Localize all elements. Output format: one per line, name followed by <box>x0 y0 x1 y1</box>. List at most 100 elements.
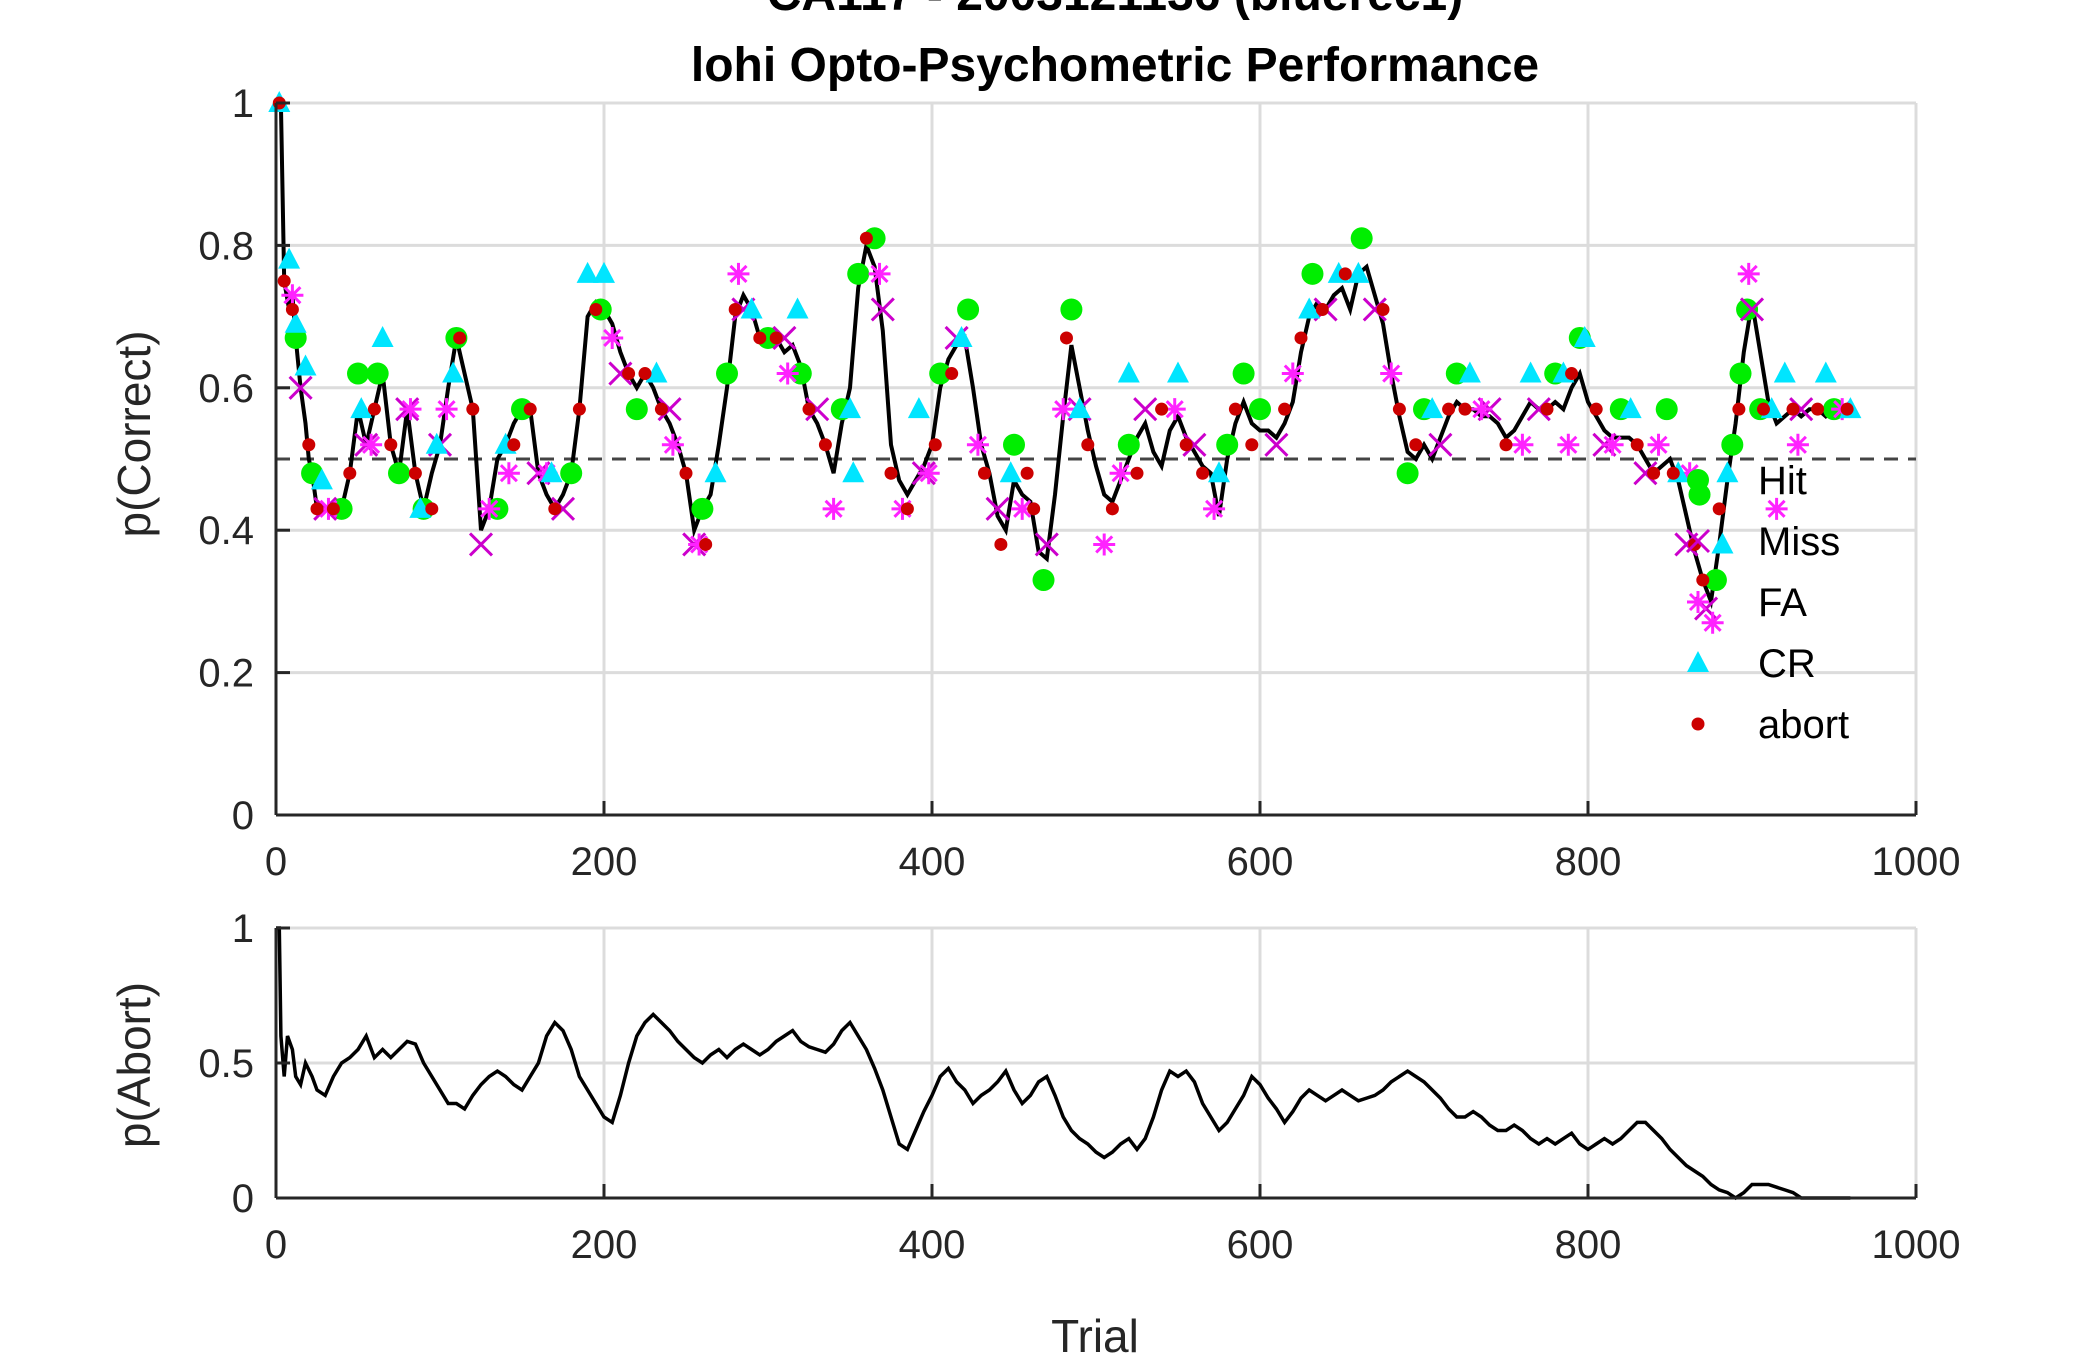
cr-marker <box>350 397 373 419</box>
hit-marker <box>1729 362 1752 385</box>
cr-marker <box>950 325 973 347</box>
abort-marker <box>466 402 480 416</box>
abort-marker <box>1155 402 1169 416</box>
hit-marker <box>560 462 583 485</box>
cr-marker <box>310 468 333 490</box>
abort-marker <box>1376 302 1390 316</box>
x-tick-label: 1000 <box>1872 840 1961 884</box>
hit-marker <box>366 362 389 385</box>
chart-title-line2: lohi Opto-Psychometric Performance <box>691 39 1539 92</box>
abort-marker <box>1130 466 1144 480</box>
miss-marker <box>468 532 494 557</box>
x-axis-label: Trial <box>1051 1310 1139 1362</box>
fa-marker <box>478 497 501 520</box>
miss-marker <box>288 375 313 400</box>
abort-marker <box>1409 438 1423 452</box>
hit-marker <box>1249 398 1271 421</box>
cr-marker <box>284 311 307 333</box>
abort-marker <box>326 502 340 516</box>
abort-rate-polyline <box>276 926 1851 1201</box>
cr-marker <box>839 397 861 419</box>
abort-marker <box>302 438 316 452</box>
series-hit-markers <box>284 227 1845 592</box>
hit-marker <box>1032 569 1055 592</box>
abort-marker <box>1228 402 1242 416</box>
fa-marker <box>1601 433 1624 456</box>
cr-marker <box>1298 297 1321 319</box>
abort-marker <box>1294 331 1308 345</box>
cr-marker <box>786 297 809 319</box>
abort-marker <box>1732 402 1746 416</box>
abort-marker <box>1442 402 1456 416</box>
hit-marker <box>847 262 870 285</box>
x-tick-label: 200 <box>571 840 638 884</box>
abort-marker <box>769 331 783 345</box>
fa-marker <box>281 284 304 307</box>
miss-marker <box>1362 297 1387 322</box>
miss-marker <box>1182 432 1207 457</box>
cr-marker <box>704 461 727 483</box>
y-tick-label: 0.2 <box>198 652 254 696</box>
y-tick-label: 1 <box>232 907 254 951</box>
cr-marker <box>1117 361 1140 383</box>
abort-marker <box>859 231 873 245</box>
legend-miss-label: Miss <box>1758 520 1840 564</box>
hit-marker <box>1396 462 1419 485</box>
y-tick-label: 0.6 <box>198 367 254 411</box>
x-tick-label: 600 <box>1227 1223 1294 1267</box>
y-tick-label: 0.5 <box>198 1042 254 1086</box>
chart-title-line1: CA117 - 2003121136 (bluerec1) <box>767 0 1463 21</box>
hit-marker <box>957 298 980 321</box>
y-tick-label: 0.8 <box>198 224 254 268</box>
miss-marker <box>772 325 797 351</box>
hit-marker <box>1232 362 1255 385</box>
abort-marker <box>802 402 816 416</box>
abort-marker <box>1630 438 1644 452</box>
fa-marker <box>727 262 750 285</box>
abort-marker <box>1499 438 1513 452</box>
cr-marker <box>907 397 930 419</box>
fa-marker <box>1765 497 1788 520</box>
abort-marker <box>425 502 439 516</box>
y-tick-label: 1 <box>232 82 254 126</box>
miss-marker <box>608 361 633 386</box>
abort-marker <box>507 438 521 452</box>
abort-marker <box>367 402 381 416</box>
top-panel: 0 200 400 600 800 1000 0 0.2 0.4 0.6 0.8 1 p(Correc… <box>108 82 1960 884</box>
hit-marker <box>1736 298 1759 321</box>
x-tick-label: 800 <box>1555 840 1622 884</box>
hit-marker <box>625 398 648 421</box>
miss-marker <box>657 397 682 422</box>
hit-marker <box>691 497 714 520</box>
abort-marker <box>1338 267 1352 281</box>
cr-marker <box>1458 361 1481 383</box>
legend-miss-marker <box>1685 528 1711 554</box>
abort-marker <box>1458 402 1472 416</box>
legend-abort-marker <box>1691 717 1705 731</box>
cr-marker <box>442 361 465 383</box>
cr-marker <box>1519 361 1542 383</box>
abort-marker <box>408 466 422 480</box>
hit-marker <box>1060 298 1083 321</box>
fa-marker <box>776 362 799 385</box>
abort-marker <box>310 502 324 516</box>
top-y-axis-label: p(Correct) <box>108 330 160 537</box>
abort-marker <box>622 367 636 381</box>
x-tick-label: 800 <box>1555 1223 1622 1267</box>
abort-marker <box>928 438 942 452</box>
cr-marker <box>294 354 317 376</box>
abort-marker <box>285 302 299 316</box>
miss-marker <box>1789 397 1814 422</box>
cr-marker <box>1068 397 1091 419</box>
y-tick-label: 0 <box>232 1177 254 1221</box>
abort-marker <box>1020 466 1034 480</box>
top-axes <box>274 101 1918 817</box>
abort-marker <box>1105 502 1119 516</box>
cr-marker <box>1347 261 1370 283</box>
miss-marker <box>870 297 895 322</box>
abort-marker <box>1059 331 1073 345</box>
cr-marker <box>576 261 599 283</box>
abort-marker <box>1647 466 1661 480</box>
miss-marker <box>1428 432 1453 457</box>
